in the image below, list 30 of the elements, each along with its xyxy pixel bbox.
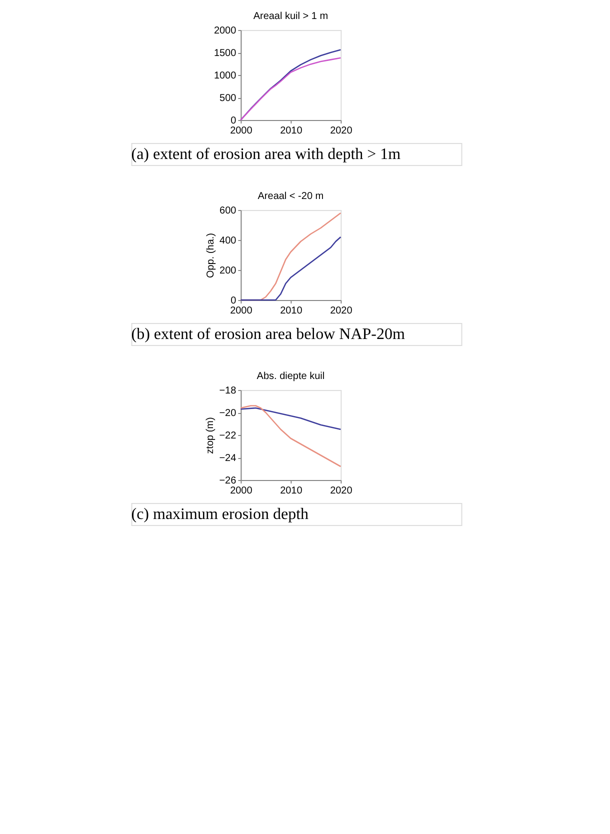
line-series bbox=[240, 407, 342, 430]
x-tick-label: 2020 bbox=[330, 126, 353, 136]
y-tick-label: 500 bbox=[220, 93, 237, 104]
y-tick-label: 2000 bbox=[214, 26, 237, 36]
line-series bbox=[240, 405, 342, 468]
y-tick-label: 200 bbox=[220, 266, 237, 276]
y-tick-label: 600 bbox=[220, 206, 237, 216]
x-tick-label: 2010 bbox=[280, 486, 303, 496]
y-tick-label: 1000 bbox=[214, 70, 237, 82]
x-tick-label: 2020 bbox=[330, 306, 353, 316]
x-tick-label: 2010 bbox=[280, 126, 303, 136]
y-tick-label: 400 bbox=[220, 236, 237, 246]
y-tick-label: −26 bbox=[219, 476, 237, 486]
y-tick-label: −22 bbox=[219, 430, 237, 442]
chart-title: Abs. diepte kuil bbox=[256, 371, 325, 382]
x-tick-label: 2010 bbox=[280, 306, 303, 316]
y-axis-title: ztop (m) bbox=[205, 417, 216, 454]
x-tick-label: 2020 bbox=[330, 486, 353, 496]
y-axis-title: Opp. (ha.) bbox=[206, 232, 217, 278]
y-tick-label: −24 bbox=[219, 453, 237, 464]
text: (c) maximum erosion depth bbox=[131, 506, 309, 523]
text: (b) extent of erosion area below NAP-20m bbox=[131, 326, 406, 343]
y-tick-label: 0 bbox=[230, 296, 237, 306]
text: (a) extent of erosion area with depth > 1m bbox=[131, 146, 402, 163]
y-tick-label: −20 bbox=[219, 408, 237, 419]
chart-title: Areaal kuil > 1 m bbox=[253, 11, 328, 22]
chart-title: Areaal < -20 m bbox=[258, 191, 324, 202]
y-tick-label: −18 bbox=[219, 386, 237, 396]
y-tick-label: 1500 bbox=[214, 48, 237, 59]
y-tick-label: 0 bbox=[230, 116, 237, 126]
